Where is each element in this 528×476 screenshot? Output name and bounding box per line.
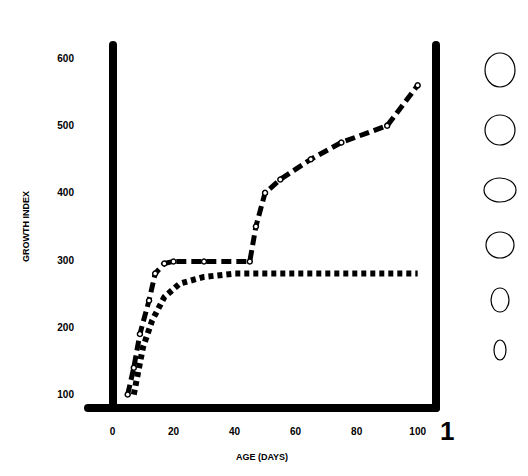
svg-text:20: 20 (168, 426, 180, 437)
svg-text:80: 80 (351, 426, 363, 437)
svg-text:1: 1 (440, 416, 454, 446)
svg-text:100: 100 (409, 426, 426, 437)
svg-text:0: 0 (110, 426, 116, 437)
svg-text:40: 40 (229, 426, 241, 437)
svg-text:GROWTH INDEX: GROWTH INDEX (21, 191, 31, 262)
svg-text:60: 60 (290, 426, 302, 437)
svg-text:400: 400 (57, 187, 74, 198)
svg-text:300: 300 (57, 255, 74, 266)
svg-text:100: 100 (57, 389, 74, 400)
svg-text:600: 600 (57, 53, 74, 64)
svg-text:200: 200 (57, 322, 74, 333)
svg-text:AGE (DAYS): AGE (DAYS) (236, 452, 288, 462)
svg-text:500: 500 (57, 120, 74, 131)
